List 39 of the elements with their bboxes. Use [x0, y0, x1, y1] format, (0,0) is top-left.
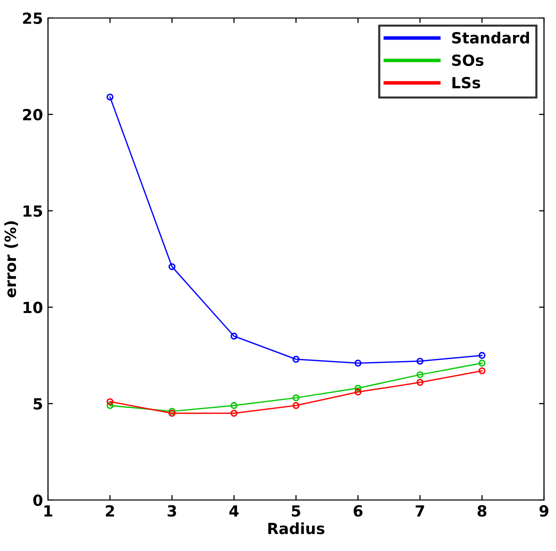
x-tick-label: 1 [44, 505, 52, 516]
point [416, 358, 424, 365]
x-tick-label: 5 [292, 505, 300, 517]
x-axis-title: Radius [268, 522, 324, 534]
legend-label: LSs [452, 76, 480, 88]
point [292, 394, 300, 402]
point [478, 352, 486, 359]
x-tick-label: 6 [354, 505, 362, 517]
point [168, 263, 176, 270]
point [354, 360, 362, 367]
point [230, 410, 238, 417]
y-tick-label: 25 [23, 12, 42, 24]
y-axis-title: error (%) [4, 221, 18, 298]
x-tick-label: 8 [478, 505, 486, 517]
point [106, 94, 114, 101]
point [354, 388, 362, 396]
legend-label: Standard [452, 32, 529, 44]
point [478, 360, 486, 367]
x-tick-label: 7 [416, 505, 424, 516]
point [230, 332, 238, 340]
x-tick-label: 3 [168, 505, 176, 517]
y-tick-label: 15 [24, 205, 42, 217]
point [354, 384, 362, 392]
x-tick-label: 4 [229, 505, 239, 516]
x-tick-label: 9 [539, 505, 548, 517]
point [292, 356, 300, 363]
point [106, 402, 114, 409]
point [106, 398, 114, 406]
y-tick-label: 0 [33, 494, 42, 506]
point [478, 367, 486, 374]
y-tick-label: 5 [34, 398, 42, 410]
point [292, 402, 300, 409]
point [230, 402, 238, 409]
y-tick-label: 20 [23, 108, 42, 120]
x-tick-label: 2 [106, 505, 114, 516]
legend-label: SOs [452, 54, 484, 66]
point [416, 378, 424, 386]
point [416, 371, 424, 378]
y-tick-label: 10 [24, 302, 42, 314]
